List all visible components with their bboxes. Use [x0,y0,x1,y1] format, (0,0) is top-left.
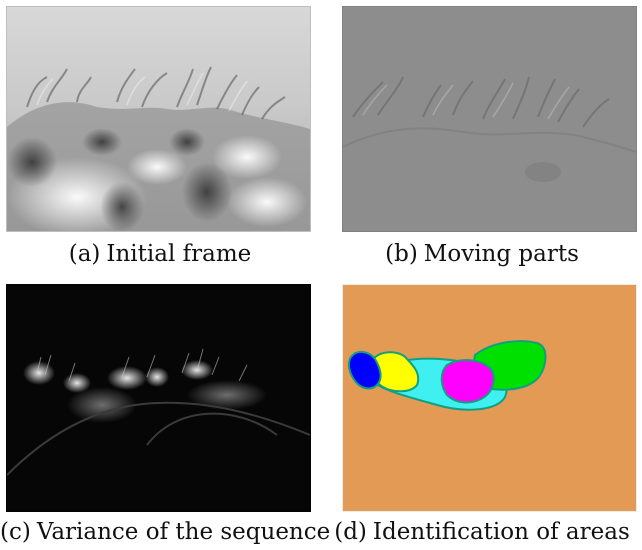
caption-a-text: Initial frame [106,241,252,267]
caption-a: (a) Initial frame [0,241,320,267]
panel-b-moving-parts [342,6,637,232]
caption-c: (c) Variance of the sequence [0,519,330,545]
region-magenta [440,359,495,404]
caption-c-label: (c) [0,519,31,545]
panel-c-variance [6,284,311,512]
panel-a-initial-frame [6,6,311,232]
caption-d: (d) Identification of areas [322,519,642,545]
panel-d-image [343,285,636,511]
caption-d-text: Identification of areas [372,519,630,545]
caption-b-text: Moving parts [423,241,579,267]
caption-d-label: (d) [334,519,367,545]
caption-c-text: Variance of the sequence [36,519,331,545]
caption-b: (b) Moving parts [322,241,642,267]
panel-d-identification [342,284,637,512]
panel-b-image [343,7,636,231]
panel-a-image [7,7,310,231]
region-blue [347,351,382,390]
caption-b-label: (b) [385,241,418,267]
panel-c-image [7,285,310,511]
caption-a-label: (a) [68,241,101,267]
